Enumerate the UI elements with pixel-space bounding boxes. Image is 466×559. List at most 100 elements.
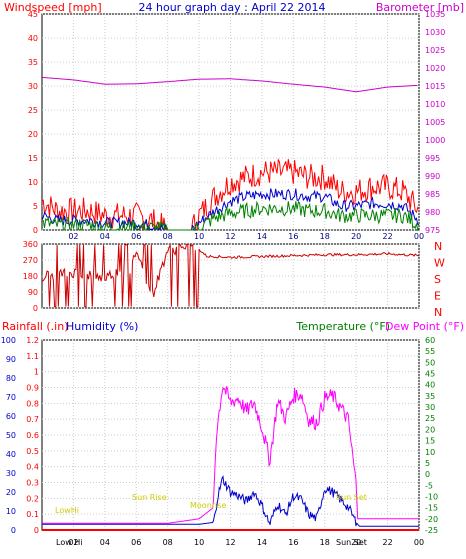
barometer-tick: 1000	[425, 136, 445, 145]
barometer-tick: 1010	[425, 100, 445, 109]
temperature-axis-title: Temperature (°F)	[295, 320, 390, 333]
climate-x-tick: 12	[225, 538, 235, 547]
humidity-tick: 50	[6, 431, 16, 440]
windspeed-axis-title: Windspeed [mph]	[4, 1, 102, 14]
humidity-tick: 100	[1, 336, 16, 345]
climate-x-tick: 14	[257, 538, 267, 547]
windspeed-tick: 45	[28, 10, 38, 19]
climate-x-tick: 18	[320, 538, 330, 547]
temperature-tick: 25	[425, 414, 435, 423]
annotation-low-hi-axis: Low Hi	[56, 538, 83, 547]
rainfall-tick: 1.2	[26, 336, 39, 345]
graph-title: 24 hour graph day : April 22 2014	[139, 1, 326, 14]
wind-panel-ticks: 02 04 06 08 10 12 14 16 18 20 22 000510152025303540…	[28, 10, 446, 241]
humidity-tick: 30	[6, 469, 16, 478]
climate-panel-series	[42, 386, 419, 531]
temperature-tick: -15	[425, 504, 438, 513]
humidity-tick: 0	[11, 526, 16, 535]
wind-x-tick: 02	[68, 232, 78, 241]
climate-x-tick: 10	[194, 538, 204, 547]
rainfall-tick: 0.8	[26, 399, 39, 408]
climate-x-tick: 00	[414, 538, 424, 547]
direction-series	[41, 243, 420, 308]
windspeed-tick: 5	[33, 202, 38, 211]
temperature-tick: -10	[425, 492, 438, 501]
climate-x-tick: 02	[68, 538, 78, 547]
rainfall-tick: 1.1	[26, 352, 39, 361]
rainfall-tick: 0.6	[26, 431, 39, 440]
climate-x-tick: 04	[100, 538, 110, 547]
wind-x-tick: 06	[131, 232, 141, 241]
windspeed-tick: 30	[28, 82, 38, 91]
dewpoint-axis-title: Dew Point (°F)	[385, 320, 464, 333]
temperature-tick: -20	[425, 515, 438, 524]
temperature-tick: 15	[425, 437, 435, 446]
rainfall-axis-title: Rainfall (.in)	[2, 320, 69, 333]
direction-tick: 360	[23, 240, 38, 249]
temperature-tick: 50	[425, 358, 435, 367]
temperature-tick: -25	[425, 526, 438, 535]
gust-series	[41, 158, 420, 231]
wind-x-tick: 14	[257, 232, 267, 241]
temperature-tick: -5	[425, 481, 433, 490]
barometer-tick: 975	[425, 226, 440, 235]
rainfall-tick: 1	[34, 368, 39, 377]
temperature-tick: 45	[425, 370, 435, 379]
wind-x-tick: 22	[382, 232, 392, 241]
annotation-lowhi: LowHi	[55, 506, 79, 515]
wind-x-tick: 18	[320, 232, 330, 241]
rainfall-tick: 0	[34, 526, 39, 535]
direction-tick: 270	[23, 256, 38, 265]
windspeed-tick: 10	[28, 178, 38, 187]
barometer-tick: 1015	[425, 82, 445, 91]
rainfall-tick: 0.1	[26, 510, 39, 519]
barometer-tick: 980	[425, 208, 440, 217]
rainfall-tick: 0.7	[26, 415, 39, 424]
barometer-tick: 1035	[425, 10, 445, 19]
rainfall-tick: 0.4	[26, 463, 39, 472]
wind-x-tick: 10	[194, 232, 204, 241]
compass-label: E	[434, 290, 441, 303]
climate-x-tick: 06	[131, 538, 141, 547]
barometer-tick: 1005	[425, 118, 445, 127]
temperature-tick: 35	[425, 392, 435, 401]
humidity-tick: 70	[6, 393, 16, 402]
direction-tick: 180	[23, 272, 38, 281]
rainfall-tick: 0.3	[26, 479, 39, 488]
humidity-series	[42, 475, 419, 527]
climate-x-tick: 20	[351, 538, 361, 547]
humidity-tick: 80	[6, 374, 16, 383]
annotation-sunset: Sun Set	[336, 493, 367, 502]
rainfall-tick: 0.5	[26, 447, 39, 456]
windrun-series	[41, 200, 420, 232]
humidity-tick: 20	[6, 488, 16, 497]
wind-x-tick: 12	[225, 232, 235, 241]
barometer-tick: 1030	[425, 28, 445, 37]
windspeed-tick: 20	[28, 130, 38, 139]
rainfall-tick: 0.2	[26, 494, 39, 503]
climate-x-tick: 16	[288, 538, 298, 547]
temperature-tick: 55	[425, 347, 435, 356]
barometer-series	[41, 76, 418, 93]
humidity-tick: 10	[6, 507, 16, 516]
barometer-tick: 985	[425, 190, 440, 199]
temperature_dew-series	[42, 386, 419, 524]
humidity-axis-title: Humidity (%)	[66, 320, 138, 333]
barometer-tick: 995	[425, 154, 440, 163]
barometer-tick: 1020	[425, 64, 445, 73]
direction-tick: 0	[33, 304, 38, 313]
temperature-tick: 0	[425, 470, 430, 479]
annotation-sunset-axis: Sun Set	[336, 538, 367, 547]
climate-x-tick: 22	[382, 538, 392, 547]
windspeed-tick: 35	[28, 58, 38, 67]
temperature-tick: 10	[425, 448, 435, 457]
compass-label: W	[434, 257, 445, 270]
rainfall-tick: 0.9	[26, 384, 39, 393]
temperature-tick: 30	[425, 403, 435, 412]
windspeed-tick: 15	[28, 154, 38, 163]
wind-x-tick: 04	[100, 232, 110, 241]
windspeed-tick: 40	[28, 34, 38, 43]
annotation-moonrise: Moonrise	[190, 501, 226, 510]
windspeed-tick: 0	[33, 226, 38, 235]
humidity-tick: 40	[6, 450, 16, 459]
